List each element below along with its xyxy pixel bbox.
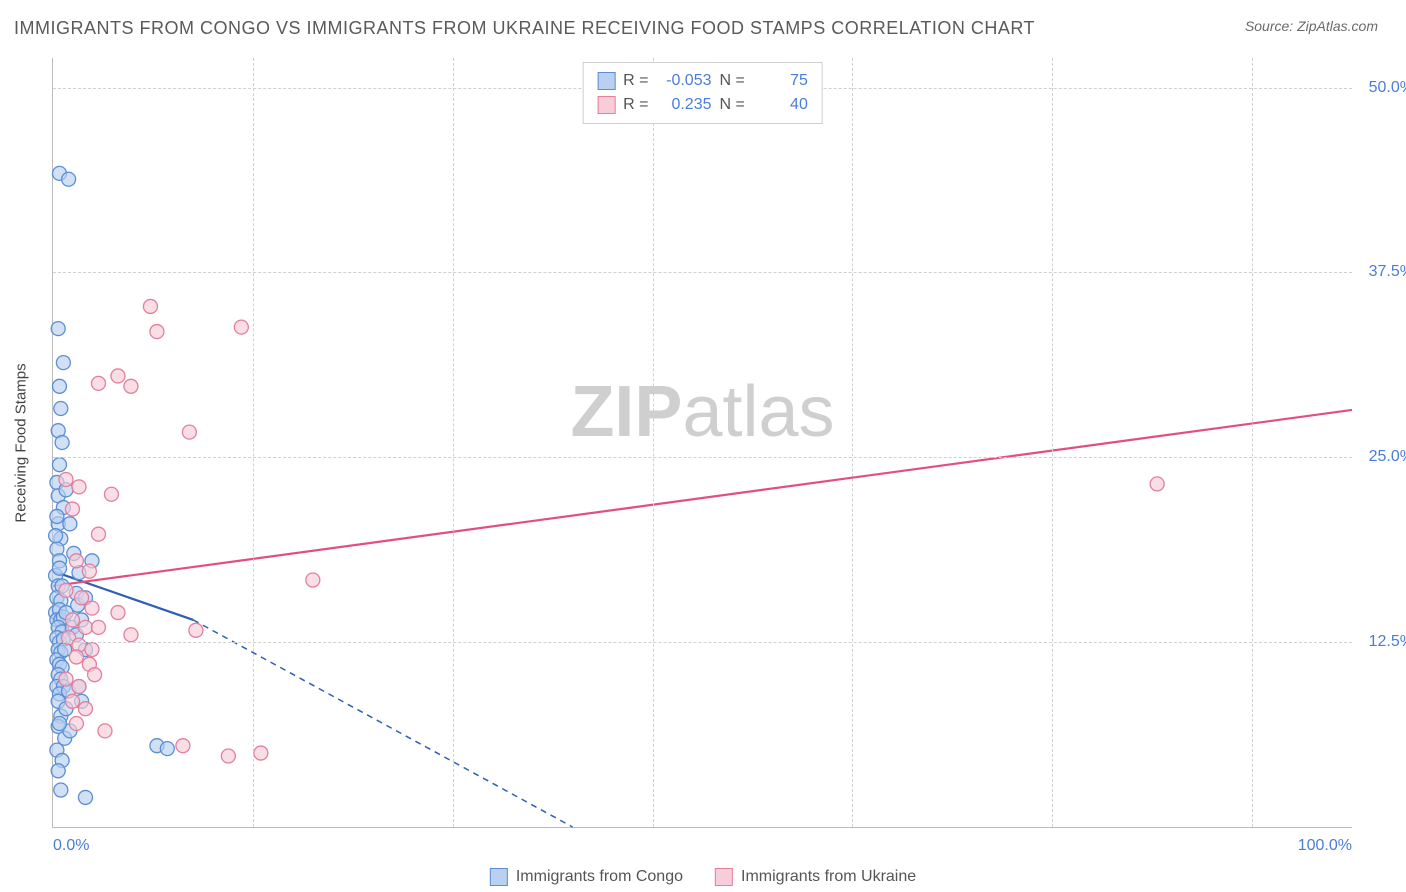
xtick-left: 0.0% [53,837,89,855]
ytick: 37.5% [1359,263,1406,281]
legend-row-ukraine: R = 0.235 N = 40 [597,93,808,117]
legend-item-ukraine: Immigrants from Ukraine [715,868,916,886]
chart-area: Receiving Food Stamps ZIPatlas R = -0.05… [52,58,1352,828]
legend-item-congo: Immigrants from Congo [490,868,683,886]
ytick: 50.0% [1359,79,1406,97]
legend-correlation: R = -0.053 N = 75 R = 0.235 N = 40 [582,62,823,124]
ytick: 12.5% [1359,633,1406,651]
chart-title: IMMIGRANTS FROM CONGO VS IMMIGRANTS FROM… [14,18,1035,39]
swatch-ukraine [597,96,615,114]
legend-bottom: Immigrants from Congo Immigrants from Uk… [490,868,916,886]
plot-svg [53,58,1352,827]
swatch-congo-bottom [490,868,508,886]
ytick: 25.0% [1359,448,1406,466]
swatch-congo [597,72,615,90]
xtick-right: 100.0% [1298,837,1352,855]
swatch-ukraine-bottom [715,868,733,886]
source-label: Source: ZipAtlas.com [1245,18,1378,34]
legend-row-congo: R = -0.053 N = 75 [597,69,808,93]
y-axis-label: Receiving Food Stamps [13,363,30,522]
